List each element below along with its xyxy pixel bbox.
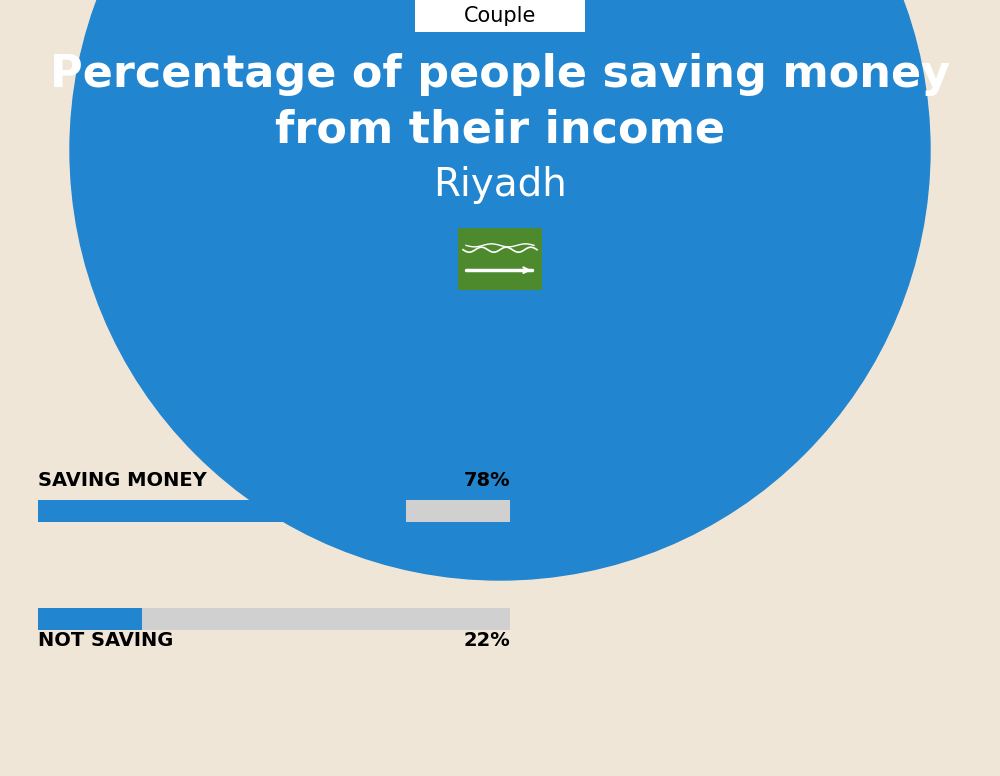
FancyBboxPatch shape — [458, 228, 542, 290]
FancyBboxPatch shape — [415, 0, 585, 32]
Text: 22%: 22% — [463, 630, 510, 650]
FancyBboxPatch shape — [38, 500, 510, 522]
Text: 78%: 78% — [463, 470, 510, 490]
FancyBboxPatch shape — [38, 608, 510, 630]
FancyBboxPatch shape — [38, 500, 406, 522]
Text: NOT SAVING: NOT SAVING — [38, 630, 173, 650]
FancyBboxPatch shape — [38, 608, 142, 630]
Text: Couple: Couple — [464, 6, 536, 26]
Text: Percentage of people saving money: Percentage of people saving money — [50, 54, 950, 96]
Circle shape — [70, 0, 930, 580]
Text: from their income: from their income — [275, 109, 725, 151]
Text: SAVING MONEY: SAVING MONEY — [38, 470, 207, 490]
Text: Riyadh: Riyadh — [433, 166, 567, 204]
